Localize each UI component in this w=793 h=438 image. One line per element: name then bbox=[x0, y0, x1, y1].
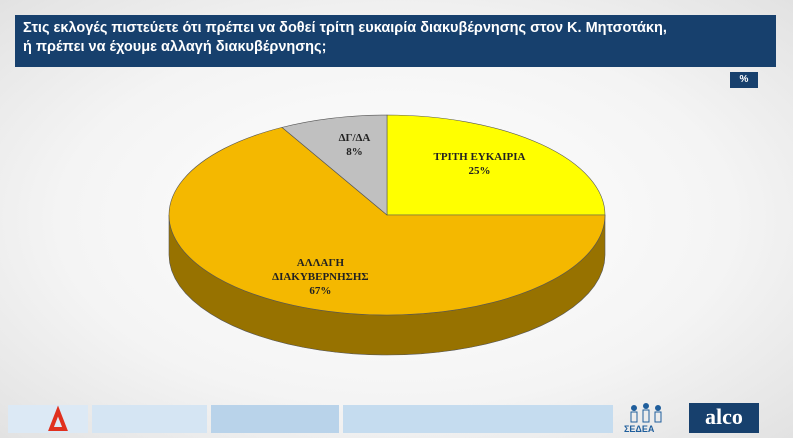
slice-label: ΑΛΛΑΓΗ ΔΙΑΚΥΒΕΡΝΗΣΗΣ 67% bbox=[255, 256, 385, 298]
footer-bar bbox=[92, 405, 207, 433]
unit-badge: % bbox=[730, 72, 758, 88]
slice bbox=[386, 114, 606, 216]
category-label: ΑΛΛΑΓΗ ΔΙΑΚΥΒΕΡΝΗΣΗΣ bbox=[272, 256, 369, 283]
value-label: 67% bbox=[309, 284, 332, 297]
logo-left: ΣΕΔΕΑ bbox=[624, 424, 655, 434]
logo-left-icon bbox=[48, 405, 68, 431]
footer-bar bbox=[8, 405, 88, 433]
category-label: ΤΡΙΤΗ ΕΥΚΑΙΡΙΑ bbox=[433, 151, 526, 164]
slice-label: ΔΓ/ΔΑ 8% bbox=[289, 131, 419, 159]
logo-right: alco bbox=[689, 403, 759, 433]
chart-title: Στις εκλογές πιστεύετε ότι πρέπει να δοθ… bbox=[15, 15, 776, 67]
category-label: ΔΓ/ΔΑ bbox=[338, 132, 371, 145]
slice bbox=[281, 114, 388, 216]
value-label: 8% bbox=[346, 146, 363, 159]
footer-bar bbox=[343, 405, 613, 433]
footer-bar bbox=[211, 405, 339, 433]
value-label: 25% bbox=[468, 165, 491, 178]
sedea-icon bbox=[630, 403, 662, 423]
slice-label: ΤΡΙΤΗ ΕΥΚΑΙΡΙΑ 25% bbox=[414, 150, 544, 178]
slice bbox=[168, 127, 606, 316]
